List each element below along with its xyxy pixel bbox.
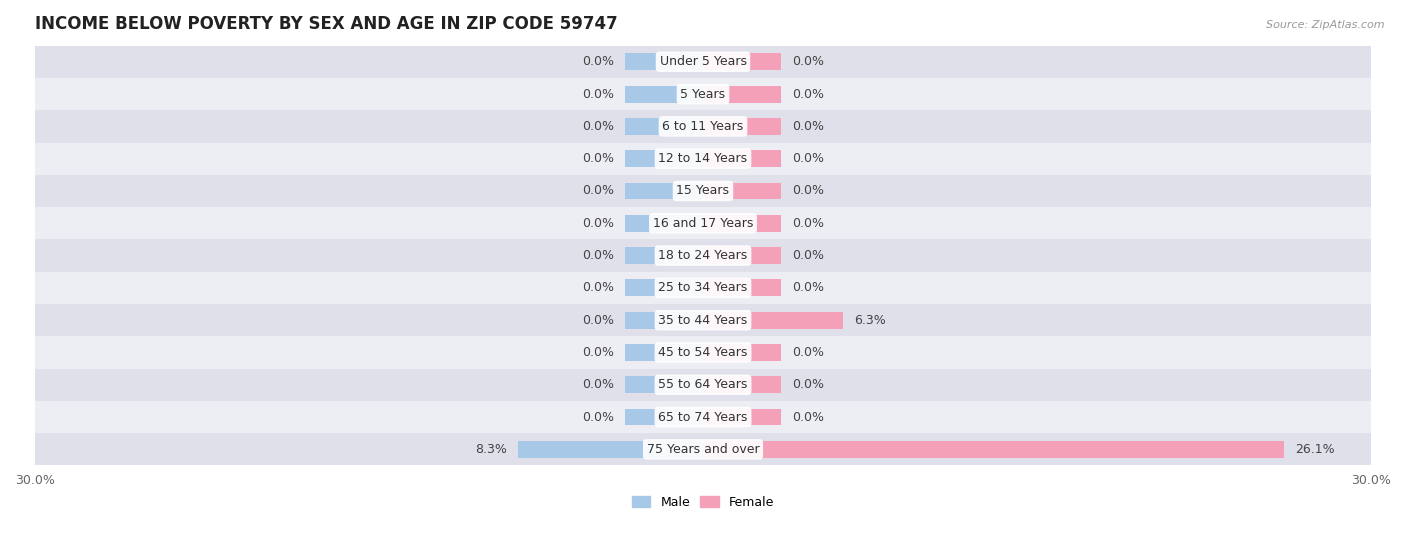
Bar	[626, 247, 703, 264]
Bar	[35, 239, 1371, 272]
Text: 26.1%: 26.1%	[1295, 443, 1334, 456]
Bar	[703, 118, 780, 135]
Text: 55 to 64 Years: 55 to 64 Years	[658, 378, 748, 391]
Text: 0.0%: 0.0%	[792, 152, 824, 165]
Text: 0.0%: 0.0%	[582, 152, 614, 165]
Text: 0.0%: 0.0%	[582, 314, 614, 326]
Text: 0.0%: 0.0%	[582, 281, 614, 295]
Bar	[703, 280, 780, 296]
Text: 8.3%: 8.3%	[475, 443, 508, 456]
Text: 75 Years and over: 75 Years and over	[647, 443, 759, 456]
Text: 0.0%: 0.0%	[582, 217, 614, 230]
Text: 15 Years: 15 Years	[676, 185, 730, 198]
Text: 6 to 11 Years: 6 to 11 Years	[662, 120, 744, 133]
Bar	[35, 78, 1371, 110]
Text: 0.0%: 0.0%	[582, 346, 614, 359]
Legend: Male, Female: Male, Female	[627, 491, 779, 514]
Text: 12 to 14 Years: 12 to 14 Years	[658, 152, 748, 165]
Text: 0.0%: 0.0%	[792, 249, 824, 262]
Bar	[626, 376, 703, 393]
Bar	[703, 441, 1284, 458]
Text: 0.0%: 0.0%	[582, 411, 614, 424]
Text: 65 to 74 Years: 65 to 74 Years	[658, 411, 748, 424]
Text: 45 to 54 Years: 45 to 54 Years	[658, 346, 748, 359]
Text: 0.0%: 0.0%	[792, 411, 824, 424]
Text: Source: ZipAtlas.com: Source: ZipAtlas.com	[1267, 20, 1385, 30]
Bar	[626, 182, 703, 199]
Text: 5 Years: 5 Years	[681, 88, 725, 100]
Text: 0.0%: 0.0%	[792, 185, 824, 198]
Bar	[519, 441, 703, 458]
Bar	[35, 142, 1371, 175]
Text: 25 to 34 Years: 25 to 34 Years	[658, 281, 748, 295]
Text: 0.0%: 0.0%	[792, 217, 824, 230]
Bar	[35, 304, 1371, 336]
Bar	[35, 369, 1371, 401]
Bar	[703, 408, 780, 425]
Text: 16 and 17 Years: 16 and 17 Years	[652, 217, 754, 230]
Bar	[703, 344, 780, 361]
Bar	[626, 215, 703, 232]
Bar	[35, 272, 1371, 304]
Text: 0.0%: 0.0%	[792, 88, 824, 100]
Bar	[626, 408, 703, 425]
Bar	[626, 150, 703, 167]
Text: 0.0%: 0.0%	[582, 55, 614, 68]
Bar	[703, 376, 780, 393]
Bar	[35, 401, 1371, 433]
Bar	[35, 175, 1371, 207]
Bar	[703, 182, 780, 199]
Text: 0.0%: 0.0%	[792, 378, 824, 391]
Text: 0.0%: 0.0%	[582, 88, 614, 100]
Bar	[35, 46, 1371, 78]
Bar	[703, 247, 780, 264]
Text: 0.0%: 0.0%	[792, 120, 824, 133]
Bar	[626, 86, 703, 103]
Text: 0.0%: 0.0%	[792, 281, 824, 295]
Text: 0.0%: 0.0%	[582, 378, 614, 391]
Bar	[703, 150, 780, 167]
Text: 0.0%: 0.0%	[792, 346, 824, 359]
Text: 0.0%: 0.0%	[582, 249, 614, 262]
Bar	[626, 280, 703, 296]
Bar	[703, 215, 780, 232]
Text: 18 to 24 Years: 18 to 24 Years	[658, 249, 748, 262]
Text: 6.3%: 6.3%	[855, 314, 886, 326]
Bar	[35, 433, 1371, 465]
Bar	[626, 344, 703, 361]
Text: 0.0%: 0.0%	[582, 185, 614, 198]
Bar	[626, 312, 703, 329]
Bar	[703, 312, 844, 329]
Text: Under 5 Years: Under 5 Years	[659, 55, 747, 68]
Bar	[703, 54, 780, 70]
Bar	[626, 54, 703, 70]
Text: 35 to 44 Years: 35 to 44 Years	[658, 314, 748, 326]
Bar	[703, 86, 780, 103]
Bar	[35, 336, 1371, 369]
Bar	[626, 118, 703, 135]
Text: 0.0%: 0.0%	[792, 55, 824, 68]
Bar	[35, 110, 1371, 142]
Text: 0.0%: 0.0%	[582, 120, 614, 133]
Bar	[35, 207, 1371, 239]
Text: INCOME BELOW POVERTY BY SEX AND AGE IN ZIP CODE 59747: INCOME BELOW POVERTY BY SEX AND AGE IN Z…	[35, 15, 617, 33]
